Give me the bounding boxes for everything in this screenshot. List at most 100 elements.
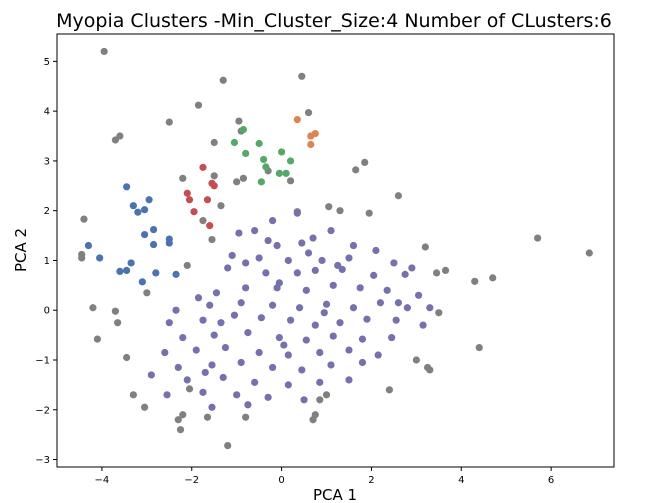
scatter-point-series-0 — [174, 416, 182, 424]
scatter-point-series-1 — [298, 239, 306, 247]
scatter-point-series-1 — [208, 403, 216, 411]
scatter-point-series-1 — [212, 289, 221, 297]
scatter-point-series-1 — [264, 393, 272, 401]
scatter-point-series-2 — [138, 278, 146, 286]
scatter-point-series-2 — [152, 269, 160, 277]
scatter-point-series-0 — [179, 174, 187, 182]
scatter-point-series-1 — [320, 309, 328, 317]
scatter-point-series-1 — [318, 256, 326, 265]
scatter-point-series-1 — [363, 315, 371, 323]
x-tick-label: 6 — [548, 475, 554, 486]
scatter-point-series-1 — [165, 319, 173, 327]
scatter-point-series-1 — [336, 319, 344, 327]
scatter-point-series-4 — [286, 157, 295, 165]
scatter-point-series-0 — [194, 101, 203, 109]
y-tick-label: 3 — [44, 156, 50, 167]
scatter-point-series-0 — [129, 391, 137, 399]
scatter-point-series-2 — [145, 196, 153, 204]
scatter-point-series-1 — [295, 304, 304, 312]
scatter-point-series-0 — [336, 207, 344, 215]
scatter-point-series-0 — [217, 202, 225, 210]
scatter-point-series-1 — [237, 299, 245, 307]
scatter-point-series-2 — [116, 267, 124, 276]
x-axis-label: PCA 1 — [313, 486, 357, 503]
scatter-point-series-0 — [361, 158, 369, 167]
scatter-point-series-0 — [89, 304, 97, 312]
scatter-point-series-0 — [242, 413, 250, 421]
scatter-point-series-5 — [307, 132, 315, 140]
scatter-point-series-0 — [165, 118, 173, 126]
y-axis: −3 −2 −1 0 1 2 3 4 5 — [35, 57, 57, 466]
scatter-point-series-0 — [239, 174, 248, 182]
scatter-point-series-2 — [149, 240, 158, 249]
scatter-point-series-2 — [123, 266, 131, 275]
scatter-point-series-1 — [345, 376, 353, 384]
scatter-point-series-1 — [262, 269, 270, 277]
scatter-point-series-1 — [251, 378, 259, 386]
scatter-point-series-1 — [284, 256, 292, 265]
scatter-point-series-0 — [534, 234, 542, 242]
scatter-point-series-1 — [302, 336, 310, 344]
scatter-point-series-4 — [262, 163, 270, 171]
scatter-point-series-1 — [322, 300, 331, 308]
scatter-point-series-0 — [210, 138, 218, 147]
scatter-point-series-1 — [293, 269, 301, 277]
scatter-point-series-1 — [183, 376, 191, 384]
scatter-point-series-1 — [251, 226, 259, 235]
scatter-point-series-1 — [275, 333, 283, 342]
scatter-point-series-2 — [134, 208, 142, 216]
scatter-point-series-0 — [489, 274, 497, 282]
scatter-point-series-1 — [284, 381, 292, 389]
x-tick-label: −2 — [184, 475, 199, 486]
scatter-point-series-4 — [242, 149, 250, 158]
scatter-point-series-1 — [273, 241, 281, 250]
scatter-point-series-0 — [352, 166, 360, 174]
scatter-point-series-1 — [300, 396, 308, 404]
scatter-point-series-1 — [264, 236, 272, 245]
scatter-point-series-1 — [358, 335, 367, 343]
scatter-point-series-0 — [394, 192, 402, 200]
scatter-point-series-2 — [84, 241, 93, 250]
scatter-point-series-1 — [230, 311, 239, 319]
scatter-point-series-1 — [327, 226, 335, 235]
scatter-point-series-1 — [228, 251, 236, 260]
scatter-point-series-1 — [358, 358, 367, 367]
y-tick-label: 5 — [44, 57, 50, 68]
scatter-point-series-1 — [329, 332, 337, 340]
scatter-point-series-0 — [199, 217, 207, 225]
scatter-point-series-0 — [385, 386, 394, 394]
y-tick-label: 4 — [44, 107, 50, 118]
scatter-point-series-0 — [185, 385, 194, 393]
scatter-point-series-4 — [239, 125, 248, 134]
scatter-point-series-0 — [80, 215, 88, 223]
scatter-point-series-3 — [185, 196, 194, 204]
y-tick-label: −3 — [35, 455, 50, 466]
scatter-point-series-1 — [224, 264, 232, 272]
scatter-point-series-0 — [421, 243, 429, 251]
y-tick-label: 1 — [44, 256, 50, 267]
scatter-point-series-1 — [242, 259, 250, 267]
scatter-point-series-0 — [585, 249, 593, 257]
scatter-point-series-1 — [408, 264, 416, 272]
scatter-point-series-1 — [419, 321, 427, 329]
scatter-point-series-2 — [165, 239, 173, 247]
scatter-point-series-0 — [123, 353, 131, 362]
scatter-point-series-0 — [219, 76, 227, 84]
y-tick-label: −2 — [35, 405, 50, 416]
scatter-point-series-0 — [325, 203, 333, 211]
scatter-point-series-1 — [349, 241, 358, 250]
scatter-point-series-0 — [471, 277, 479, 285]
scatter-point-series-1 — [244, 401, 252, 409]
scatter-point-series-5 — [293, 116, 301, 124]
scatter-point-series-1 — [219, 373, 227, 382]
scatter-point-series-3 — [190, 208, 198, 216]
scatter-point-series-2 — [172, 270, 180, 278]
scatter-point-series-0 — [426, 366, 434, 374]
scatter-point-series-0 — [208, 235, 216, 244]
scatter-point-series-1 — [163, 391, 171, 399]
scatter-point-series-1 — [179, 333, 187, 342]
scatter-point-series-1 — [311, 321, 319, 329]
scatter-point-series-1 — [316, 348, 324, 357]
y-tick-label: 2 — [44, 206, 50, 217]
